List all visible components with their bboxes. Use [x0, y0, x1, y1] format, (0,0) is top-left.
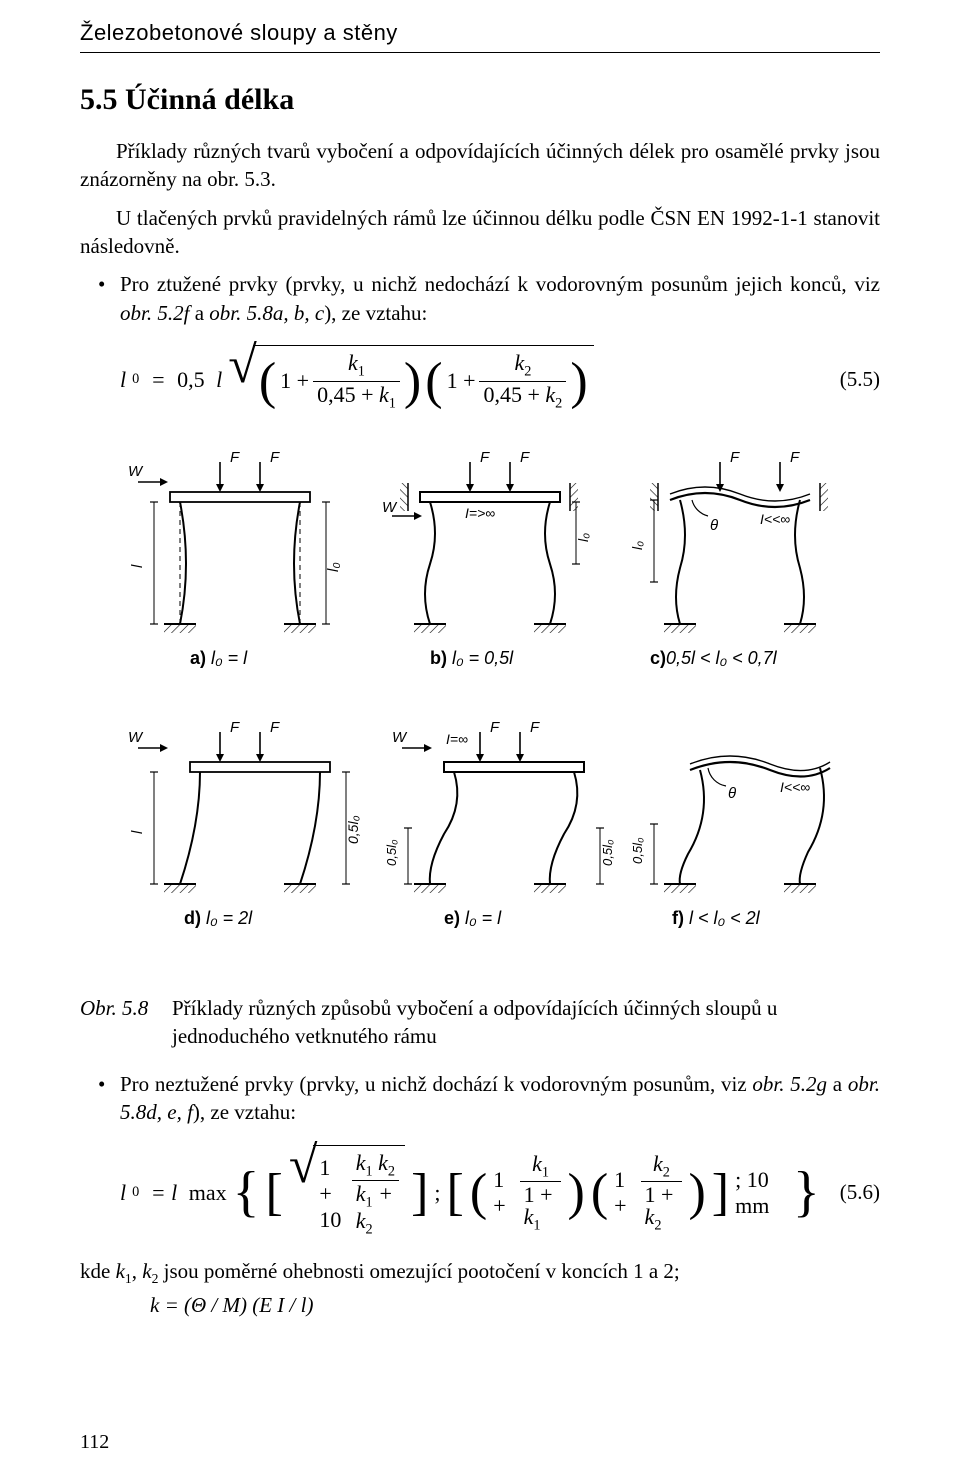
bullet-1-ref-b: obr. 5.2f — [120, 301, 189, 325]
equation-5-5-number: (5.5) — [840, 367, 880, 392]
section-heading: 5.5 Účinná délka — [80, 83, 880, 117]
bullet-2-text-e: ), ze vztahu: — [193, 1100, 296, 1124]
svg-text:a) l₀ = l: a) l₀ = l — [190, 648, 248, 668]
bullet-2-text-c: a — [827, 1072, 848, 1096]
figure-5-8-svg: W F F — [100, 444, 860, 974]
svg-text:l: l — [129, 830, 146, 834]
where-line-2: k = (Θ / M) (E I / l) — [150, 1293, 880, 1318]
bullet-1: Pro ztužené prvky (prvky, u nichž nedoch… — [80, 270, 880, 327]
diagram-f: I<<∞ θ 0,5l₀ f) l < l₀ < 2l — [630, 756, 830, 928]
svg-text:θ: θ — [728, 785, 736, 802]
svg-text:W: W — [128, 463, 144, 480]
svg-text:l₀: l₀ — [629, 541, 645, 550]
svg-text:b) l₀ = 0,5l: b) l₀ = 0,5l — [430, 648, 514, 668]
figure-5-8: W F F — [80, 444, 880, 979]
bullet-list-1: Pro ztužené prvky (prvky, u nichž nedoch… — [80, 270, 880, 327]
section-number: 5.5 — [80, 83, 118, 116]
where-b: jsou poměrné ohebnosti omezující pootoče… — [158, 1259, 679, 1283]
svg-text:F: F — [230, 449, 240, 466]
svg-text:I=>∞: I=>∞ — [465, 505, 495, 521]
diagram-b: F F W I=>∞ l₀ — [382, 449, 591, 668]
equation-5-6: l0 = l max { [ √ 1 + 10 k1 k2 k1 + k2 ] … — [120, 1145, 880, 1241]
paragraph-1: Příklady různých tvarů vybočení a odpoví… — [80, 137, 880, 194]
figure-5-8-caption: Obr. 5.8 Příklady různých způsobů vyboče… — [80, 995, 880, 1050]
svg-text:0,5l₀: 0,5l₀ — [600, 839, 615, 866]
svg-text:W: W — [382, 499, 398, 516]
bullet-2-text-a: Pro neztužené prvky (prvky, u nichž doch… — [120, 1072, 752, 1096]
diagram-d: W F F l — [128, 719, 361, 928]
bullet-1-text-c: a — [189, 301, 209, 325]
svg-text:0,5l₀: 0,5l₀ — [345, 816, 361, 845]
svg-text:F: F — [480, 449, 490, 466]
svg-text:F: F — [530, 719, 540, 736]
svg-text:F: F — [270, 719, 280, 736]
paragraph-2: U tlačených prvků pravidelných rámů lze … — [80, 204, 880, 261]
svg-text:F: F — [270, 449, 280, 466]
page-number: 112 — [80, 1431, 109, 1454]
svg-text:F: F — [730, 449, 740, 466]
svg-text:I=∞: I=∞ — [446, 731, 468, 747]
svg-text:F: F — [490, 719, 500, 736]
svg-text:0,5l₀: 0,5l₀ — [384, 839, 399, 866]
svg-text:l₀: l₀ — [575, 533, 591, 542]
diagram-a: W F F — [128, 449, 342, 668]
equation-5-6-body: l0 = l max { [ √ 1 + 10 k1 k2 k1 + k2 ] … — [120, 1145, 820, 1241]
figure-5-8-text: Příklady různých způsobů vybočení a odpo… — [172, 995, 880, 1050]
svg-text:f) l < l₀ < 2l: f) l < l₀ < 2l — [672, 908, 761, 928]
equation-5-5-body: l0 = 0,5 l √ ( 1 + k10,45 + k1 ) ( 1 + k… — [120, 345, 820, 414]
where-line: kde k1, k2 jsou poměrné ohebnosti omezuj… — [80, 1259, 880, 1287]
svg-text:W: W — [392, 729, 408, 746]
page: Železobetonové sloupy a stěny 5.5 Účinná… — [0, 0, 960, 1478]
bullet-list-2: Pro neztužené prvky (prvky, u nichž doch… — [80, 1070, 880, 1127]
bullet-2: Pro neztužené prvky (prvky, u nichž doch… — [80, 1070, 880, 1127]
diagram-c: F F I<<∞ θ — [629, 449, 828, 668]
svg-text:I<<∞: I<<∞ — [760, 511, 790, 527]
svg-text:F: F — [520, 449, 530, 466]
svg-text:d) l₀ = 2l: d) l₀ = 2l — [184, 908, 253, 928]
svg-text:c)0,5l < l₀ < 0,7l: c)0,5l < l₀ < 0,7l — [650, 648, 778, 668]
bullet-1-text-e: ), ze vztahu: — [324, 301, 427, 325]
diagram-e: W I=∞ F F 0,5l₀ — [384, 719, 615, 928]
svg-text:l₀: l₀ — [325, 563, 342, 573]
svg-text:I<<∞: I<<∞ — [780, 779, 810, 795]
bullet-1-ref-d: obr. 5.8a, b, c — [209, 301, 324, 325]
svg-text:0,5l₀: 0,5l₀ — [630, 837, 645, 864]
where-a: kde — [80, 1259, 116, 1283]
svg-text:F: F — [790, 449, 800, 466]
bullet-2-ref-b: obr. 5.2g — [752, 1072, 827, 1096]
bullet-1-text-a: Pro ztužené prvky (prvky, u nichž nedoch… — [120, 272, 880, 296]
svg-text:e) l₀ = l: e) l₀ = l — [444, 908, 502, 928]
section-title: Účinná délka — [125, 83, 294, 116]
svg-text:F: F — [230, 719, 240, 736]
running-header: Železobetonové sloupy a stěny — [80, 20, 880, 53]
svg-text:W: W — [128, 729, 144, 746]
equation-5-6-number: (5.6) — [840, 1180, 880, 1205]
svg-text:l: l — [129, 564, 146, 568]
equation-5-5: l0 = 0,5 l √ ( 1 + k10,45 + k1 ) ( 1 + k… — [120, 345, 880, 414]
svg-text:θ: θ — [710, 517, 718, 534]
figure-5-8-label: Obr. 5.8 — [80, 995, 172, 1050]
